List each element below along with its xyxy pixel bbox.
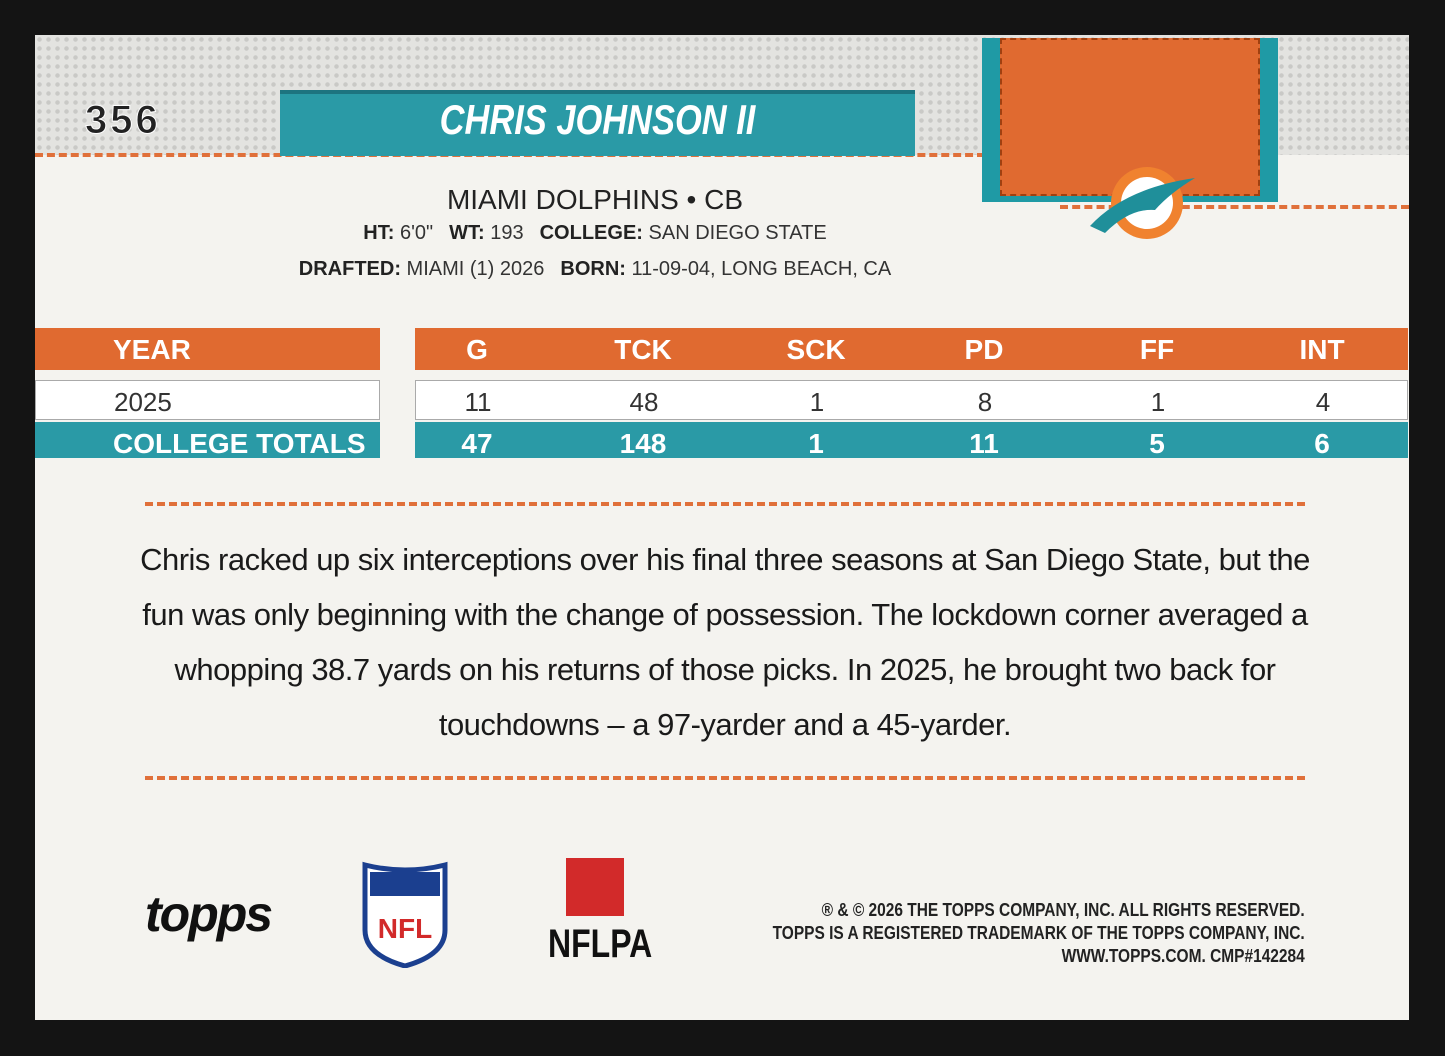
nfl-text: NFL (378, 913, 432, 944)
cell: 1 (808, 428, 824, 459)
cell: 148 (619, 428, 667, 459)
cell: SCK (786, 334, 846, 365)
cell: 1 (1150, 387, 1166, 417)
card-number: 356 (85, 98, 161, 143)
logo-dolphin (1090, 178, 1195, 233)
cell: 6 (1314, 428, 1330, 459)
player-name: CHRIS JOHNSON II (439, 96, 756, 143)
cell: 48 (629, 387, 659, 417)
topps-logo: topps (145, 886, 273, 942)
header-row: YEAR (35, 328, 380, 370)
name-banner (280, 90, 915, 156)
bio-item: WT: 193 (449, 222, 523, 244)
divider (145, 776, 1305, 780)
team-logo (1090, 167, 1195, 239)
legal-line: WWW.TOPPS.COM. CMP#142284 (1061, 946, 1305, 966)
bio-label: BORN: (560, 258, 626, 280)
bio-line: DRAFTED: MIAMI (1) 2026 BORN: 11-09-04, L… (250, 258, 940, 281)
cell: INT (1299, 334, 1345, 365)
totals-row: COLLEGE TOTALS (35, 422, 380, 459)
bio-value: MIAMI (1) 2026 (406, 258, 545, 280)
stat-row: 2025 (35, 380, 380, 420)
stitch (1060, 205, 1409, 209)
legal-line: ® & © 2026 THE TOPPS COMPANY, INC. ALL R… (821, 900, 1305, 920)
bio-label: DRAFTED: (298, 258, 401, 280)
bio-value: SAN DIEGO STATE (648, 222, 827, 244)
cell-label: 2025 (114, 387, 172, 417)
bio-label: COLLEGE: (539, 222, 643, 244)
bio-value: 193 (490, 222, 524, 244)
cell: 11 (969, 428, 999, 459)
cell-label: YEAR (113, 334, 191, 365)
cell: 11 (464, 387, 492, 417)
cell: 8 (977, 387, 993, 417)
nfl-shield: NFL (362, 861, 448, 968)
cell: 47 (461, 428, 493, 459)
bio-item: BORN: 11-09-04, LONG BEACH, CA (560, 258, 891, 280)
cell: G (466, 334, 488, 365)
cell: 5 (1149, 428, 1165, 459)
cell: 1 (809, 387, 825, 417)
cell: FF (1139, 334, 1175, 365)
stat-row: 11 48 1 8 1 4 (415, 380, 1408, 420)
cell: PD (964, 334, 1004, 365)
jersey-patch (982, 38, 1278, 202)
bio-item: COLLEGE: SAN DIEGO STATE (540, 222, 827, 244)
bio-item: DRAFTED: MIAMI (1) 2026 (299, 258, 545, 280)
team-position: MIAMI DOLPHINS • CB (446, 184, 744, 215)
cell: TCK (614, 334, 672, 365)
bio-value: 11-09-04, LONG BEACH, CA (631, 258, 892, 280)
legal-line: TOPPS IS A REGISTERED TRADEMARK OF THE T… (772, 923, 1305, 943)
totals-row: 47 148 1 11 5 6 (415, 422, 1408, 459)
cell-label: COLLEGE TOTALS (113, 428, 366, 459)
nflpa-mark (566, 858, 624, 916)
bio-item: HT: 6'0" (363, 222, 433, 244)
nflpa-text: NFLPA (548, 922, 653, 966)
bio-label: WT: (449, 222, 485, 244)
bio-value: 6'0" (399, 222, 434, 244)
cell: 4 (1315, 387, 1331, 417)
blurb: Chris racked up six interceptions over h… (140, 542, 1310, 742)
bio-label: HT: (363, 222, 395, 244)
bio-line: HT: 6'0" WT: 193 COLLEGE: SAN DIEGO STATE (250, 222, 940, 245)
header-row: G TCK SCK PD FF INT (415, 328, 1408, 370)
divider (145, 502, 1305, 506)
